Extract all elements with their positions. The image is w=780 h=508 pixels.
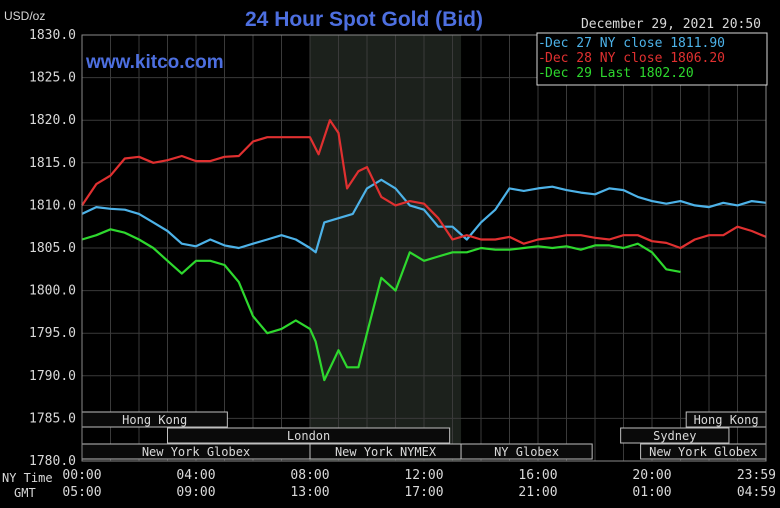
series-lines — [81, 119, 767, 382]
gmt-tick-label: 09:00 — [176, 485, 215, 500]
session-label: New York NYMEX — [335, 445, 437, 459]
y-tick-label: 1800.0 — [29, 284, 76, 299]
plot-frame — [81, 34, 767, 462]
series-line-3 — [81, 228, 681, 382]
y-tick-label: 1830.0 — [29, 28, 76, 43]
session-label: NY Globex — [494, 445, 559, 459]
gmt-tick-label: 17:00 — [404, 485, 443, 500]
session-bar — [620, 427, 730, 444]
y-tick-label: 1820.0 — [29, 113, 76, 128]
gmt-label: GMT — [14, 486, 36, 500]
watermark: www.kitco.com — [85, 52, 224, 73]
session-label: Hong Kong — [122, 413, 187, 427]
gmt-tick-label: 05:00 — [62, 485, 101, 500]
legend-dash-icon: - — [538, 36, 546, 51]
session-label: Hong Kong — [694, 413, 759, 427]
series-line-2 — [81, 119, 767, 250]
y-tick-label: 1795.0 — [29, 326, 76, 341]
x-tick-label: 23:59 — [737, 468, 776, 483]
y-axis-label: USD/oz — [4, 9, 45, 23]
gmt-tick-label: 21:00 — [518, 485, 557, 500]
legend-dash-icon: - — [538, 66, 546, 81]
gmt-tick-label: 04:59 — [737, 485, 776, 500]
legend-entry-dec29: Dec 29 Last 1802.20 — [545, 66, 694, 81]
y-tick-label: 1825.0 — [29, 71, 76, 86]
y-tick-label: 1790.0 — [29, 369, 76, 384]
y-tick-label: 1785.0 — [29, 411, 76, 426]
series-line-1 — [81, 178, 767, 254]
y-tick-label: 1815.0 — [29, 156, 76, 171]
x-tick-label: 04:00 — [176, 468, 215, 483]
legend-entry-dec28: Dec 28 NY close 1806.20 — [545, 51, 725, 66]
x-tick-label: 12:00 — [404, 468, 443, 483]
chart-title: 24 Hour Spot Gold (Bid) — [245, 8, 483, 31]
ny-time-label: NY Time — [2, 471, 53, 485]
trading-sessions: Hong Kong Hong Kong London Sydney New York G… — [81, 411, 767, 460]
session-label: New York Globex — [142, 445, 250, 459]
gmt-tick-label: 01:00 — [632, 485, 671, 500]
y-tick-label: 1780.0 — [29, 454, 76, 469]
gmt-tick-label: 13:00 — [290, 485, 329, 500]
x-tick-label: 16:00 — [518, 468, 557, 483]
x-tick-label: 00:00 — [62, 468, 101, 483]
x-tick-label: 08:00 — [290, 468, 329, 483]
timestamp: December 29, 2021 20:50 — [581, 17, 761, 32]
x-tick-label: 20:00 — [632, 468, 671, 483]
legend-entry-dec27: Dec 27 NY close 1811.90 — [545, 36, 725, 51]
session-label: London — [287, 429, 330, 443]
session-label: Sydney — [653, 429, 696, 443]
axes: 1830.0 1825.0 1820.0 1815.0 1810.0 1805.0 1800… — [29, 28, 776, 500]
y-tick-label: 1810.0 — [29, 198, 76, 213]
legend-box — [536, 32, 768, 86]
session-label: New York Globex — [649, 445, 757, 459]
y-tick-label: 1805.0 — [29, 241, 76, 256]
legend-dash-icon: - — [538, 51, 546, 66]
legend: Dec 27 NY close 1811.90 Dec 28 NY close … — [536, 32, 768, 86]
session-bar — [167, 427, 451, 444]
session-bar — [460, 443, 593, 460]
